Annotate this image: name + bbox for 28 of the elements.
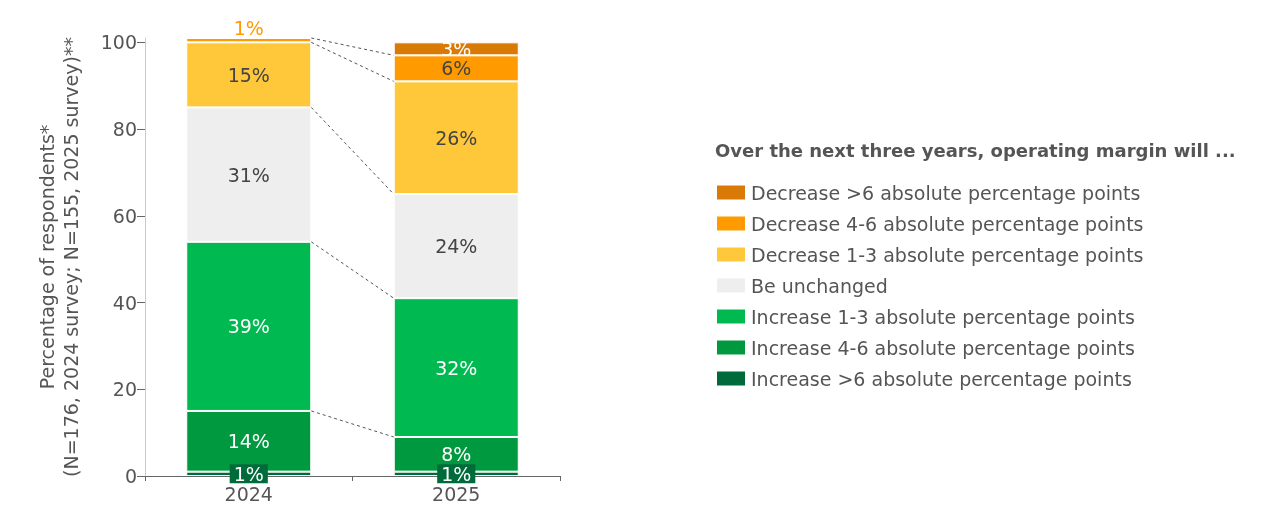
y-tick-label: 20 xyxy=(112,378,137,401)
data-label: 1% xyxy=(233,462,264,485)
legend-label: Decrease 4-6 absolute percentage points xyxy=(751,212,1144,235)
legend-title: Over the next three years, operating margin will ... xyxy=(715,139,1236,161)
legend-label: Increase >6 absolute percentage points xyxy=(751,367,1132,390)
data-label: 32% xyxy=(435,356,478,379)
legend-label: Decrease 1-3 absolute percentage points xyxy=(751,243,1144,266)
legend-label: Be unchanged xyxy=(751,274,888,297)
y-tick-label: 0 xyxy=(124,465,137,487)
y-tick-label: 100 xyxy=(100,31,137,54)
x-tick-label: 2025 xyxy=(432,482,481,505)
data-label: 3% xyxy=(441,37,472,60)
legend-label: Increase 4-6 absolute percentage points xyxy=(751,336,1135,359)
y-axis-title: Percentage of respondents* (N=176, 2024 survey; N=155, 2025 survey)** xyxy=(36,37,82,477)
legend-label: Decrease >6 absolute percentage points xyxy=(751,181,1141,204)
y-tick-label: 60 xyxy=(112,204,137,227)
x-tick-label: 2024 xyxy=(224,482,273,505)
data-label: 26% xyxy=(435,126,478,149)
data-label: 31% xyxy=(227,163,270,186)
data-label: 15% xyxy=(227,63,270,86)
data-label: 24% xyxy=(435,235,478,258)
legend-label: Increase 1-3 absolute percentage points xyxy=(751,305,1135,328)
y-tick-label: 80 xyxy=(112,118,137,141)
data-label: 14% xyxy=(227,430,270,453)
data-label: 6% xyxy=(441,57,472,80)
data-label: 1% xyxy=(233,16,264,39)
data-label: 39% xyxy=(227,315,270,338)
y-tick-label: 40 xyxy=(112,291,137,314)
